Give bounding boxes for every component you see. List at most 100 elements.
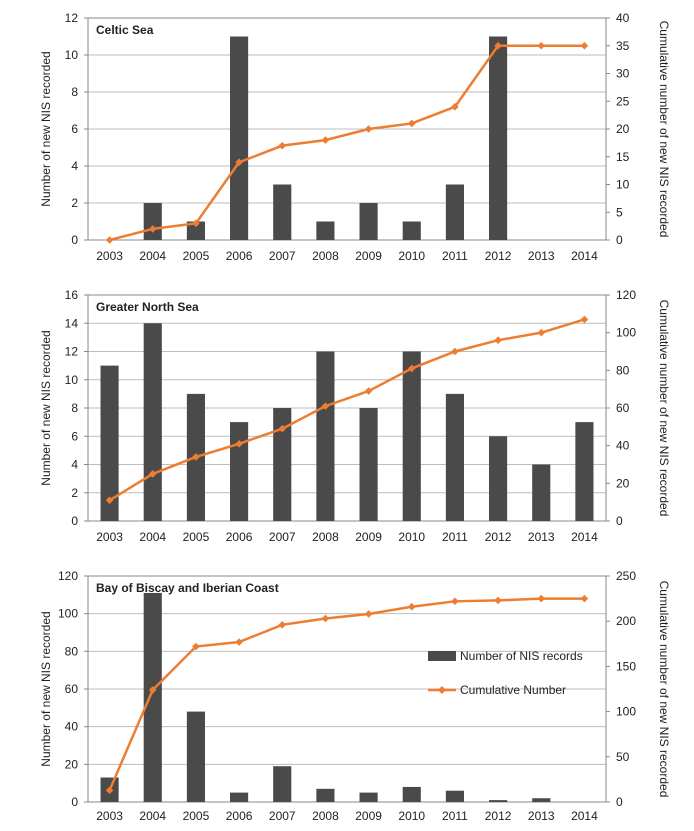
cumulative-point	[537, 41, 546, 50]
x-tick-label: 2004	[139, 809, 166, 823]
x-tick-label: 2004	[139, 530, 166, 544]
y-tick-label: 0	[71, 795, 78, 809]
x-tick-label: 2007	[269, 249, 296, 263]
y2-tick-label: 20	[616, 122, 630, 136]
bar	[575, 422, 594, 521]
bar	[186, 711, 205, 802]
legend-bar-swatch	[428, 651, 456, 661]
y2-tick-label: 0	[616, 233, 623, 247]
y2-axis-title: Cumulative number of new NIS recorded	[657, 21, 671, 238]
bar	[143, 592, 162, 802]
y-tick-label: 2	[71, 486, 78, 500]
cumulative-point	[321, 136, 330, 144]
legend-line-label: Cumulative Number	[460, 683, 566, 697]
bar	[100, 365, 119, 521]
chart-panel-1: 0 2 4 6 8 10 12 0 5 10 15 20 25 30 35 40 2003 2004 2005 200…	[39, 11, 671, 263]
y-tick-label: 0	[71, 233, 78, 247]
panel-title: Celtic Sea	[96, 23, 154, 37]
y2-tick-label: 100	[616, 705, 636, 719]
y-tick-label: 12	[65, 11, 79, 25]
cumulative-point	[192, 453, 200, 461]
cumulative-point	[494, 41, 502, 50]
y2-axis-title: Cumulative number of new NIS recorded	[657, 581, 671, 798]
cumulative-point	[580, 594, 589, 603]
x-tick-label: 2012	[485, 249, 512, 263]
cumulative-point	[105, 496, 114, 505]
y2-tick-label: 5	[616, 205, 623, 219]
cumulative-point	[278, 424, 287, 433]
y-tick-label: 40	[65, 720, 79, 734]
cumulative-point	[321, 402, 330, 410]
y2-tick-label: 120	[616, 288, 636, 302]
cumulative-point	[105, 786, 114, 795]
cumulative-line	[108, 318, 585, 502]
cumulative-point	[494, 596, 502, 605]
cumulative-point	[537, 328, 546, 337]
x-tick-label: 2011	[442, 809, 468, 823]
chart-panel-2: 0 2 4 6 8 10 12 14 16 0 20 40 60 80 100 120 2003 2004 2005…	[39, 288, 671, 544]
bar	[489, 436, 508, 521]
x-tick-label: 2011	[442, 249, 468, 263]
bar	[445, 393, 464, 521]
bar	[359, 408, 378, 521]
x-tick-label: 2014	[571, 809, 598, 823]
cumulative-point	[192, 219, 200, 228]
x-tick-label: 2009	[355, 249, 382, 263]
x-tick-label: 2008	[312, 530, 339, 544]
x-tick-label: 2014	[571, 530, 598, 544]
x-tick-label: 2003	[96, 249, 123, 263]
x-tick-label: 2006	[226, 530, 253, 544]
bar	[445, 790, 464, 802]
y2-tick-label: 40	[616, 11, 630, 25]
y2-tick-label: 35	[616, 39, 630, 53]
bar	[316, 221, 335, 240]
x-tick-label: 2012	[485, 530, 512, 544]
bar	[359, 792, 378, 802]
x-tick-label: 2003	[96, 530, 123, 544]
y-tick-label: 20	[65, 757, 79, 771]
bar	[532, 798, 551, 802]
y-tick-label: 80	[65, 644, 79, 658]
bar	[316, 351, 335, 521]
x-tick-label: 2011	[442, 530, 468, 544]
bar	[143, 203, 162, 240]
y2-tick-label: 25	[616, 94, 630, 108]
cumulative-point	[494, 336, 502, 344]
x-tick-label: 2008	[312, 809, 339, 823]
x-tick-label: 2010	[398, 249, 425, 263]
x-tick-label: 2010	[398, 530, 425, 544]
x-tick-label: 2005	[183, 249, 210, 263]
cumulative-line	[109, 44, 585, 242]
y2-tick-label: 100	[616, 326, 636, 340]
x-tick-label: 2009	[355, 809, 382, 823]
x-tick-label: 2007	[269, 809, 296, 823]
y-axis-title: Number of new NIS recorded	[39, 330, 53, 485]
cumulative-point	[364, 610, 373, 618]
x-tick-label: 2008	[312, 249, 339, 263]
y2-tick-label: 10	[616, 178, 630, 192]
cumulative-point	[451, 103, 459, 111]
cumulative-point	[407, 602, 416, 611]
legend-line-marker	[438, 686, 446, 694]
bar	[230, 36, 249, 240]
bar	[532, 464, 551, 521]
y-tick-label: 16	[65, 288, 79, 302]
cumulative-point	[278, 141, 287, 150]
y-tick-label: 14	[65, 316, 79, 330]
y2-tick-label: 80	[616, 363, 630, 377]
bar	[186, 221, 205, 240]
cumulative-point	[364, 125, 373, 133]
x-tick-label: 2005	[183, 530, 210, 544]
y2-tick-label: 200	[616, 614, 636, 628]
y-tick-label: 60	[65, 682, 79, 696]
cumulative-point	[580, 315, 589, 324]
cumulative-point	[235, 158, 243, 167]
bar	[273, 766, 292, 802]
y-tick-label: 120	[58, 569, 78, 583]
x-tick-label: 2009	[355, 530, 382, 544]
y-tick-label: 12	[65, 345, 79, 359]
chart-panel-3: 0 20 40 60 80 100 120 0 50 100 150 200 250 2003 2004 20…	[39, 569, 671, 823]
cumulative-point	[148, 686, 157, 694]
y-tick-label: 8	[71, 401, 78, 415]
